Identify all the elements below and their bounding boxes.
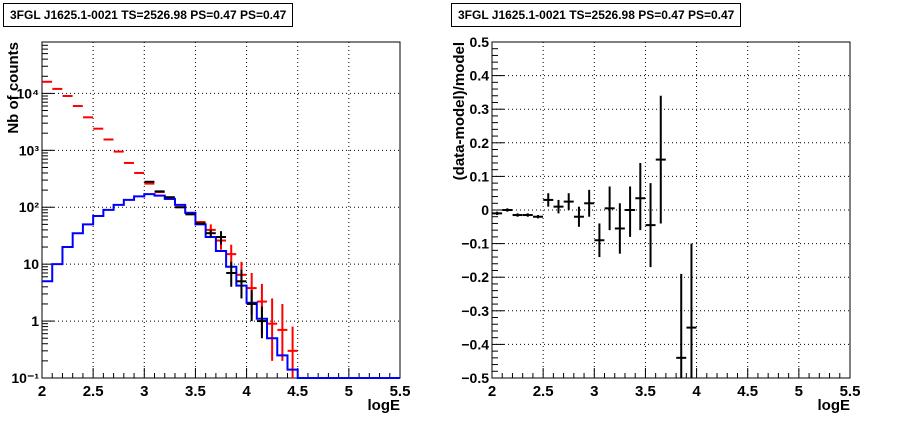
x-tick-label: 2.5 [533,383,554,400]
grid-lines [42,42,400,378]
x-tick-label: 4 [242,383,251,400]
y-tick-label: 10⁻¹ [11,370,39,386]
y-tick-label: −0.3 [461,303,489,319]
y-tick-label: 1 [31,313,39,329]
x-tick-label: 3.5 [185,383,206,400]
x-tick-label: 4 [692,383,701,400]
y-tick-label: 0 [481,202,489,218]
right-chart-title: 3FGL J1625.1-0021 TS=2526.98 PS=0.47 PS=… [451,3,742,27]
x-tick-label: 5 [345,383,353,400]
model-step-line [42,193,400,379]
y-tick-label: 10⁴ [17,85,40,101]
x-tick-label: 3 [590,383,598,400]
x-tick-label: 2 [38,383,46,400]
x-tick-label: 4.5 [287,383,308,400]
x-tick-label: 3 [140,383,148,400]
x-tick-label: 4.5 [737,383,758,400]
y-tick-label: −0.2 [461,269,489,285]
left-chart-title: 3FGL J1625.1-0021 TS=2526.98 PS=0.47 PS=… [3,3,294,27]
y-tick-label: 0.2 [470,135,490,151]
x-tick-label: 5.5 [840,383,861,400]
errorbar-series [492,95,697,378]
y-tick-label: 10 [23,256,39,272]
x-tick-label: 2.5 [83,383,104,400]
x-axis-label: logE [818,397,851,414]
y-tick-label: 10³ [19,142,40,158]
y-tick-label: 0.4 [470,68,490,84]
x-tick-label: 5.5 [390,383,411,400]
y-tick-label: −0.4 [461,336,489,352]
plot-frame [41,41,401,379]
x-tick-label: 2 [488,383,496,400]
y-tick-label: −0.5 [461,370,489,386]
y-tick-label: 0.5 [470,34,490,50]
x-axis-label: logE [368,397,401,414]
errorbar-series [42,80,298,378]
y-tick-label: 0.3 [470,101,490,117]
y-axis-label: Nb of counts [5,42,22,134]
y-axis-label: (data-model)/model [451,42,468,180]
grid-lines [492,42,850,378]
y-tick-label: 0.1 [470,168,490,184]
y-tick-label: −0.1 [461,236,489,252]
y-axis: −0.5 −0.4 −0.3 −0.2 −0.1 0 0.1 0.2 0.3 0.4 0.5(dat… [451,34,504,386]
errorbar-series [144,180,267,339]
x-tick-label: 3.5 [635,383,656,400]
y-tick-label: 10² [19,199,40,215]
x-tick-label: 5 [795,383,803,400]
